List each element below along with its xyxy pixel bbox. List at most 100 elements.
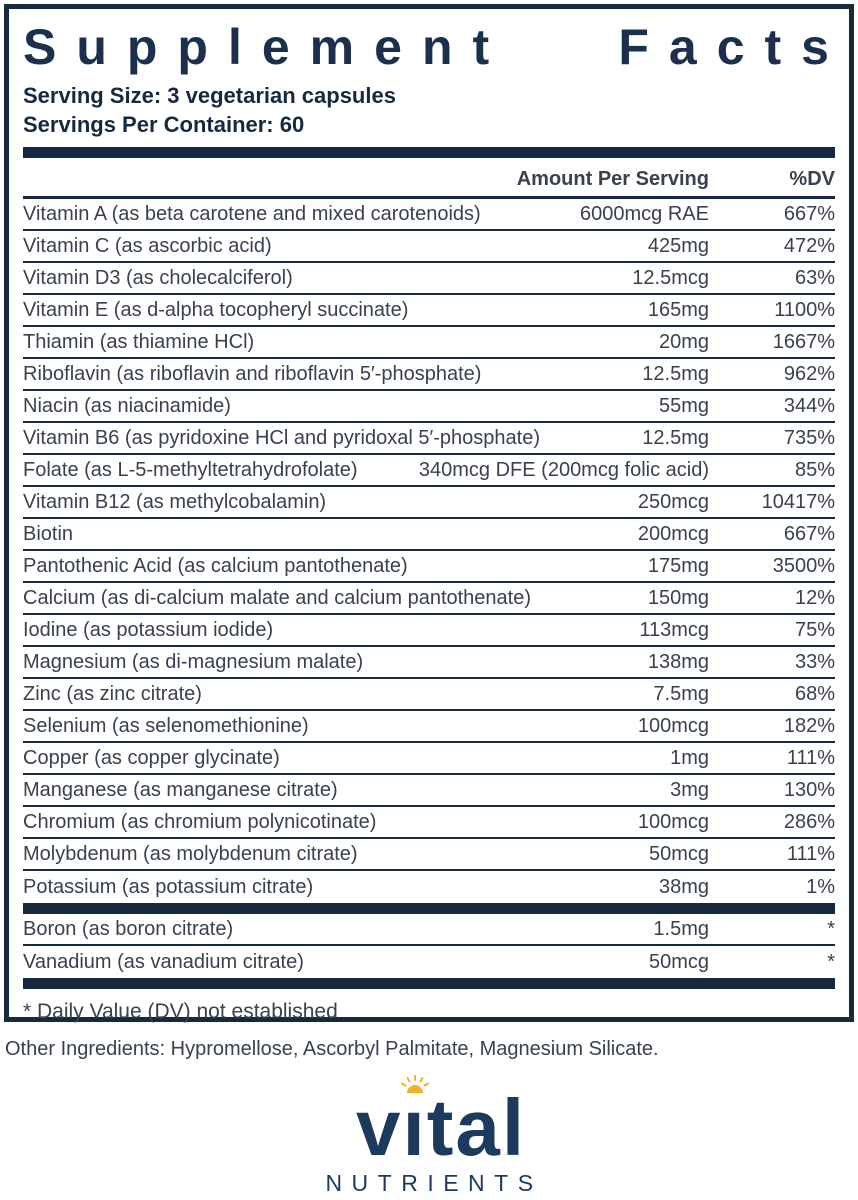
- thick-divider: [23, 147, 835, 158]
- thick-divider: [23, 903, 835, 914]
- nutrient-amount: 12.5mg: [642, 363, 709, 385]
- nutrient-name: Selenium (as selenomethionine): [23, 715, 309, 737]
- nutrient-name: Magnesium (as di-magnesium malate): [23, 651, 364, 673]
- nutrient-dv: 962%: [783, 363, 835, 385]
- nutrient-amount: 3mg: [670, 779, 709, 801]
- table-row: Zinc (as zinc citrate) 7.5mg 68%: [23, 679, 835, 711]
- nutrient-name: Boron (as boron citrate): [23, 918, 234, 940]
- table-row: Vitamin C (as ascorbic acid) 425mg 472%: [23, 231, 835, 263]
- nutrient-name: Manganese (as manganese citrate): [23, 779, 338, 801]
- nutrient-amount: 12.5mcg: [632, 267, 709, 289]
- nutrient-amount: 20mg: [658, 331, 709, 353]
- supplement-facts-panel: Supplement Facts Serving Size: 3 vegetar…: [4, 4, 854, 1023]
- table-row: Niacin (as niacinamide) 55mg 344%: [23, 391, 835, 423]
- nutrient-amount: 425mg: [647, 235, 709, 257]
- page-title: Supplement Facts: [23, 17, 835, 77]
- nutrient-amount: 100mcg: [637, 715, 709, 737]
- nutrient-dv: 182%: [783, 715, 835, 737]
- nutrient-dv: 111%: [786, 747, 835, 769]
- nutrient-name: Vitamin B6 (as pyridoxine HCl and pyrido…: [23, 427, 540, 449]
- nutrient-name: Riboflavin (as riboflavin and riboflavin…: [23, 363, 482, 385]
- nutrient-name: Vitamin E (as d-alpha tocopheryl succina…: [23, 299, 409, 321]
- servings-per-container: Servings Per Container: 60: [23, 112, 305, 137]
- nutrient-name: Iodine (as potassium iodide): [23, 619, 274, 641]
- nutrient-amount: 100mcg: [637, 811, 709, 833]
- column-header-amount: Amount Per Serving: [516, 168, 709, 190]
- nutrient-amount: 1.5mg: [653, 918, 709, 940]
- table-row: Vitamin B12 (as methylcobalamin) 250mcg …: [23, 487, 835, 519]
- table-row: Vitamin B6 (as pyridoxine HCl and pyrido…: [23, 423, 835, 455]
- nutrient-name: Calcium (as di-calcium malate and calciu…: [23, 587, 532, 609]
- nutrient-amount: 50mcg: [648, 951, 709, 973]
- table-row: Manganese (as manganese citrate) 3mg 130…: [23, 775, 835, 807]
- nutrient-name: Pantothenic Acid (as calcium pantothenat…: [23, 555, 408, 577]
- nutrient-name: Thiamin (as thiamine HCl): [23, 331, 255, 353]
- nutrient-dv: 286%: [783, 811, 835, 833]
- table-row: Copper (as copper glycinate) 1mg 111%: [23, 743, 835, 775]
- table-row: Vitamin D3 (as cholecalciferol) 12.5mcg …: [23, 263, 835, 295]
- table-row: Magnesium (as di-magnesium malate) 138mg…: [23, 647, 835, 679]
- logo-wordmark: vı tal: [356, 1075, 526, 1170]
- nutrient-dv: 1100%: [774, 299, 835, 321]
- nutrient-amount: 12.5mg: [642, 427, 709, 449]
- nutrient-name: Vitamin A (as beta carotene and mixed ca…: [23, 203, 481, 225]
- table-row: Molybdenum (as molybdenum citrate) 50mcg…: [23, 839, 835, 871]
- nutrient-dv: 667%: [783, 523, 835, 545]
- table-row: Thiamin (as thiamine HCl) 20mg 1667%: [23, 327, 835, 359]
- nutrient-amount: 38mg: [658, 876, 709, 898]
- nutrient-name: Vitamin C (as ascorbic acid): [23, 235, 272, 257]
- nutrient-dv: 1%: [806, 876, 835, 898]
- table-row: Chromium (as chromium polynicotinate) 10…: [23, 807, 835, 839]
- nutrient-dv: 63%: [794, 267, 835, 289]
- nutrient-name: Potassium (as potassium citrate): [23, 876, 314, 898]
- table-row: Iodine (as potassium iodide) 113mcg 75%: [23, 615, 835, 647]
- thick-divider: [23, 978, 835, 989]
- nutrient-dv: 68%: [794, 683, 835, 705]
- nutrient-amount: 6000mcg RAE: [580, 203, 709, 225]
- table-row: Folate (as L-5-methyltetrahydrofolate) 3…: [23, 455, 835, 487]
- nutrient-amount: 250mcg: [637, 491, 709, 513]
- table-row: Riboflavin (as riboflavin and riboflavin…: [23, 359, 835, 391]
- table-row: Boron (as boron citrate) 1.5mg *: [23, 914, 835, 946]
- table-row: Selenium (as selenomethionine) 100mcg 18…: [23, 711, 835, 743]
- nutrient-dv: 10417%: [761, 491, 835, 513]
- brand-logo: vı tal NUTRIENTS: [0, 1075, 858, 1197]
- table-row: Vitamin A (as beta carotene and mixed ca…: [23, 199, 835, 231]
- logo-subtext: NUTRIENTS: [325, 1170, 543, 1196]
- nutrient-name: Vanadium (as vanadium citrate): [23, 951, 304, 973]
- nutrient-amount: 175mg: [647, 555, 709, 577]
- nutrient-dv: 33%: [794, 651, 835, 673]
- nutrient-dv: *: [827, 951, 835, 973]
- nutrient-amount: 7.5mg: [653, 683, 709, 705]
- nutrient-dv: 111%: [786, 843, 835, 865]
- serving-size: Serving Size: 3 vegetarian capsules: [23, 83, 396, 108]
- table-row: Vitamin E (as d-alpha tocopheryl succina…: [23, 295, 835, 327]
- table-row: Calcium (as di-calcium malate and calciu…: [23, 583, 835, 615]
- nutrient-name: Zinc (as zinc citrate): [23, 683, 202, 705]
- non-established-rows: Boron (as boron citrate) 1.5mg * Vanadiu…: [23, 914, 835, 978]
- table-row: Potassium (as potassium citrate) 38mg 1%: [23, 871, 835, 903]
- nutrient-amount: 150mg: [647, 587, 709, 609]
- nutrient-dv: 3500%: [772, 555, 835, 577]
- nutrient-amount: 50mcg: [648, 843, 709, 865]
- nutrient-amount: 138mg: [647, 651, 709, 673]
- nutrient-name: Biotin: [23, 523, 74, 545]
- nutrient-amount: 55mg: [658, 395, 709, 417]
- nutrient-name: Niacin (as niacinamide): [23, 395, 231, 417]
- nutrient-name: Vitamin B12 (as methylcobalamin): [23, 491, 327, 513]
- nutrient-dv: 130%: [783, 779, 835, 801]
- table-row: Vanadium (as vanadium citrate) 50mcg *: [23, 946, 835, 978]
- other-ingredients-text: Other Ingredients: Hypromellose, Ascorby…: [5, 1038, 659, 1060]
- title-word-facts: Facts: [618, 19, 849, 75]
- nutrient-name: Folate (as L-5-methyltetrahydrofolate): [23, 459, 358, 481]
- table-row: Biotin 200mcg 667%: [23, 519, 835, 551]
- nutrient-dv: 667%: [783, 203, 835, 225]
- nutrient-dv: 1667%: [772, 331, 835, 353]
- nutrient-dv: 85%: [794, 459, 835, 481]
- nutrient-dv: 12%: [794, 587, 835, 609]
- table-row: Pantothenic Acid (as calcium pantothenat…: [23, 551, 835, 583]
- nutrient-dv: 735%: [783, 427, 835, 449]
- nutrient-dv: 75%: [794, 619, 835, 641]
- nutrient-amount: 165mg: [647, 299, 709, 321]
